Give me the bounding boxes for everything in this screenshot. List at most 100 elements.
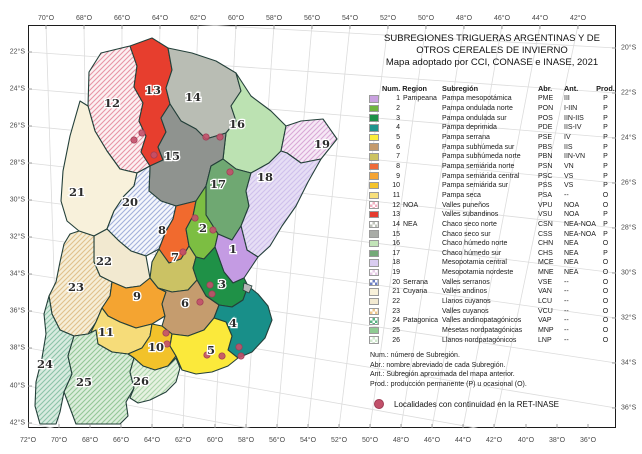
legend-cell-num: 18: [392, 259, 400, 267]
legend-cell-abr: CSS: [538, 230, 553, 238]
legend-cell-prod: P: [603, 230, 608, 238]
axis-tick-label: 30°S: [621, 269, 637, 277]
legend-row-2: 2 Pampa ondulada norte PON I-IIN P: [369, 104, 615, 114]
map-region-label-23: 23: [68, 280, 84, 294]
locality-dot: [163, 340, 171, 348]
map-region-26: [129, 357, 181, 404]
legend-cell-abr: VSU: [538, 211, 553, 219]
legend-cell-abr: PME: [538, 95, 554, 103]
axis-tick-label: 22°S: [621, 89, 637, 97]
legend-swatch: [369, 220, 379, 229]
legend-cell-num: 22: [392, 298, 400, 306]
axis-tick-label: 26°S: [621, 179, 637, 187]
legend-cell-sub: Pampa subhúmeda norte: [442, 153, 521, 161]
locality-legend-label: Localidades con continuidad en la RET-IN…: [394, 399, 559, 409]
legend-cell-abr: PSA: [538, 191, 553, 199]
legend-cell-ant: III: [564, 95, 570, 103]
axis-tick-label: 36°S: [9, 307, 25, 315]
axis-tick-label: 54°O: [299, 437, 317, 444]
legend-cell-sub: Valles cuyanos: [442, 307, 489, 315]
locality-dot: [203, 351, 211, 359]
legend-row-9: 9 Pampa semiárida central PSC VS P: [369, 171, 615, 181]
legend-cell-num: 19: [392, 269, 400, 277]
legend-cell-ant: NEA: [564, 269, 579, 277]
title-line-1: SUBREGIONES TRIGUERAS ARGENTINAS Y DE: [384, 33, 600, 44]
legend-cell-sub: Pampa semiárida sur: [442, 182, 509, 190]
legend-cell-abr: CSN: [538, 220, 553, 228]
legend-cell-num: 8: [396, 162, 400, 170]
legend-cell-num: 10: [392, 182, 400, 190]
legend-row-7: 7 Pampa subhúmeda norte PBN IIN-VN P: [369, 152, 615, 162]
locality-dot: [208, 290, 216, 298]
footnote-line: Num.: número de Subregión.: [370, 352, 460, 359]
footnote-line: Prod.: producción permanente (P) u ocasi…: [370, 380, 527, 388]
legend-cell-abr: PSN: [538, 162, 553, 170]
legend-row-8: 8 Pampa semiárida norte PSN VN P: [369, 162, 615, 172]
legend-header-row: Num. Region Subregión Abr. Ant. Prod.: [369, 83, 615, 94]
axis-tick-label: 28°S: [621, 224, 637, 232]
locality-dot: [216, 133, 224, 141]
map-title: SUBREGIONES TRIGUERAS ARGENTINAS Y DE OT…: [369, 33, 615, 69]
legend-cell-sub: Pampa mesopotámica: [442, 95, 512, 103]
map-region-label-9: 9: [133, 289, 141, 303]
legend-cell-prod: O: [602, 240, 609, 248]
map-region-label-8: 8: [158, 223, 166, 237]
legend-cell-ant: IIS: [564, 143, 573, 151]
legend-cell-sub: Chaco húmedo norte: [442, 240, 508, 248]
map-region-label-24: 24: [37, 357, 53, 371]
legend-header-subregion: Subregión: [442, 84, 479, 93]
legend-cell-prod: O: [602, 298, 609, 306]
locality-dot: [237, 352, 245, 360]
legend-cell-num: 1: [396, 95, 400, 103]
legend-cell-sub: Chaco húmedo sur: [442, 249, 502, 257]
legend-cell-prod: P: [603, 220, 608, 228]
legend-swatch: [369, 230, 379, 238]
locality-dot: [218, 352, 226, 360]
legend-row-18: 18 Mesopotamia central MCE NEA O: [369, 258, 615, 268]
legend-cell-num: 4: [396, 124, 400, 132]
map-region-label-16: 16: [229, 117, 245, 131]
legend-cell-ant: I-IIN: [564, 104, 578, 112]
legend-cell-ant: --: [564, 288, 569, 296]
legend-cell-sub: Pampa seca: [442, 191, 481, 199]
map-region-label-5: 5: [207, 343, 215, 357]
axis-tick-label: 64°O: [151, 15, 169, 22]
legend-header-num-region: Num. Region: [382, 84, 427, 93]
legend-cell-sub: Llanos cuyanos: [442, 298, 491, 306]
axis-tick-label: 20°S: [621, 44, 637, 52]
legend-cell-ant: IIN-IIS: [564, 114, 584, 122]
legend-row-17: 17 Chaco húmedo sur CHS NEA P: [369, 249, 615, 259]
locality-legend: Localidades con continuidad en la RET-IN…: [374, 399, 559, 409]
map-region-label-26: 26: [133, 374, 149, 388]
legend-cell-ant: --: [564, 278, 569, 286]
locality-dot: [196, 298, 204, 306]
legend-cell-abr: PBS: [538, 143, 553, 151]
axis-tick-label: 50°O: [417, 15, 435, 22]
legend-cell-num: 6: [396, 143, 400, 151]
legend-header-ant: Ant.: [564, 84, 579, 93]
legend-cell-sub: Valles andinos: [442, 288, 488, 296]
legend-row-12: 12 NOA Valles puneños VPU NOA O: [369, 200, 615, 210]
axis-tick-label: 42°O: [569, 15, 587, 22]
legend-cell-sub: Valles subandinos: [442, 211, 499, 219]
legend-swatch: [369, 210, 379, 219]
axis-tick-label: 34°S: [621, 359, 637, 367]
legend-cell-num: 12: [392, 201, 400, 209]
legend-cell-abr: MCE: [538, 259, 554, 267]
legend-swatch: [369, 307, 379, 316]
legend-cell-abr: PSC: [538, 172, 553, 180]
map-region-label-19: 19: [314, 137, 330, 151]
axis-tick-label: 54°O: [341, 15, 359, 22]
legend-swatch: [369, 114, 379, 122]
legend-row-10: 10 Pampa semiárida sur PSS VS P: [369, 181, 615, 191]
legend-header-abr: Abr.: [538, 84, 553, 93]
map-region-label-17: 17: [210, 177, 226, 191]
legend-row-19: 19 Mesopotamia nordeste MNE NEA O: [369, 268, 615, 278]
axis-tick-label: 48°O: [392, 437, 410, 444]
legend-cell-abr: PDE: [538, 124, 553, 132]
legend-cell-abr: VPU: [538, 201, 553, 209]
legend-row-15: 15 Chaco seco sur CSS NEA-NOA P: [369, 229, 615, 239]
axis-tick-label: 68°O: [75, 15, 93, 22]
